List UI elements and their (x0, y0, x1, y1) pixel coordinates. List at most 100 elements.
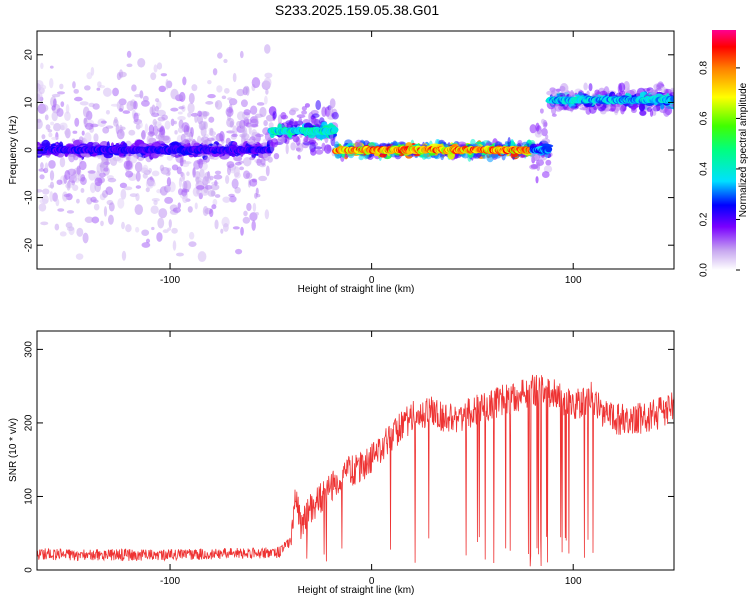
spectrogram-cell (235, 248, 243, 255)
spectrogram-cell (457, 141, 467, 147)
spectrogram-cell (223, 58, 228, 64)
spectrogram-cell (566, 107, 574, 112)
spectrogram-cell (328, 105, 334, 116)
spectrogram-cell (194, 202, 198, 210)
spectrogram-cell (167, 227, 172, 231)
spectrogram-cell (222, 196, 231, 203)
spectrogram-cell (284, 136, 290, 145)
spectrogram-cell (507, 136, 511, 148)
spectrogram-cell (240, 99, 248, 108)
spectrogram-cell (264, 72, 273, 79)
spectrogram-cell (210, 190, 216, 197)
spectrogram-cell (290, 142, 297, 151)
spectrogram-cell (72, 130, 78, 134)
spectrogram-cell (110, 103, 120, 107)
spectrogram-cell (75, 253, 84, 260)
spectrogram-cell (242, 216, 251, 224)
spectrogram-cell (87, 170, 96, 174)
spectrogram-cell (212, 68, 218, 76)
spectrogram-cell (198, 120, 206, 131)
spectrogram-cell (165, 185, 171, 192)
spectrogram-cell (242, 129, 246, 134)
spectrogram-cell (208, 130, 216, 137)
snr-y-label: SNR (10 * v/v) (8, 418, 19, 482)
spectrogram-cell (255, 211, 259, 216)
spectrogram-cell (73, 88, 79, 94)
colorbar: 0.0 0.2 0.4 0.6 0.8 Normalized spectral ampl… (699, 30, 749, 277)
spectrogram-cell (264, 209, 270, 220)
spectrogram-cell (204, 184, 213, 190)
spectrogram-cell (209, 175, 214, 181)
spectrogram-cell (177, 188, 183, 196)
spectrogram-cell (250, 105, 258, 115)
spectrogram-cell (135, 185, 142, 189)
spectrogram-cell (268, 122, 274, 129)
spectrogram-cell (226, 117, 235, 128)
spectrogram-cell (227, 97, 233, 101)
spectrogram-cell (103, 161, 111, 166)
spectrogram-cell (240, 226, 244, 236)
spectrogram-cell (618, 82, 626, 93)
colorbar-tick-label: 0.0 (699, 263, 710, 277)
snr-y-tick-label: 100 (24, 488, 35, 505)
spectrogram-cell (358, 155, 364, 161)
spectrogram-cell (201, 136, 210, 143)
spectrogram-cell (164, 196, 174, 204)
spectrogram-cell (72, 184, 79, 191)
spectrogram-cell (171, 164, 179, 171)
spectrogram-cell (315, 100, 322, 111)
spectrogram-cell (239, 50, 244, 59)
spectrogram-cell (151, 226, 155, 231)
spectrogram-cell (178, 177, 182, 188)
spectrogram-cell (150, 205, 159, 214)
spectrogram-cell (170, 88, 179, 100)
spectrogram-cell (310, 148, 317, 156)
spectrogram-cell (177, 111, 183, 115)
spectrogram-core-cell (545, 146, 553, 153)
spectrogram-cell (159, 125, 165, 136)
spectrogram-cell (123, 160, 133, 170)
spectrogram-cell (84, 216, 94, 223)
spectrogram-cell (76, 227, 84, 237)
spectrogram-cell (256, 102, 265, 106)
spectrogram-cell (56, 107, 64, 117)
spectrogram-cell (102, 126, 110, 134)
spectrogram-cell (204, 172, 210, 182)
spectrogram-cell (541, 138, 551, 145)
spectrogram-cell (118, 108, 124, 112)
spectrogram-cell (158, 85, 167, 93)
spectrogram-cell (638, 103, 646, 112)
spectrogram-cell (175, 252, 184, 257)
spectrogram-cell (199, 168, 205, 178)
spectrogram-cell (191, 84, 198, 92)
spectrogram-cell (82, 232, 89, 244)
spectrogram-cell (232, 226, 240, 230)
spectrogram-cell (94, 177, 103, 187)
spectrogram-cell (135, 226, 140, 233)
spectrogram-cell (252, 202, 257, 212)
spectrogram-cell (68, 152, 76, 163)
spectrogram-cell (121, 250, 127, 261)
spectrogram-cell (67, 168, 77, 176)
spectrogram-cell (172, 207, 181, 213)
spectrogram-cell (239, 166, 245, 171)
colorbar-tick-label: 0.4 (699, 162, 710, 176)
spectrogram-cell (217, 52, 223, 59)
spectrogram-cell (224, 87, 230, 94)
spectrogram-cell (126, 105, 134, 110)
spectrogram-cell (112, 156, 122, 162)
spectrogram-cell (232, 125, 238, 136)
spectrogram-cell (248, 123, 252, 135)
spectrogram-x-tick-label: -100 (160, 275, 180, 286)
spectrogram-cell (50, 121, 55, 126)
spectrogram-cell (59, 156, 66, 168)
spectrogram-cell (539, 108, 544, 114)
spectrogram-cell (76, 198, 80, 204)
spectrogram-cell (201, 111, 210, 117)
spectrogram-cell (105, 186, 114, 196)
spectrogram-cell (91, 216, 100, 224)
spectrogram-cell (204, 156, 210, 163)
spectrogram-cell (663, 108, 670, 117)
spectrogram-cell (81, 130, 85, 136)
spectrogram-cell (164, 120, 171, 130)
